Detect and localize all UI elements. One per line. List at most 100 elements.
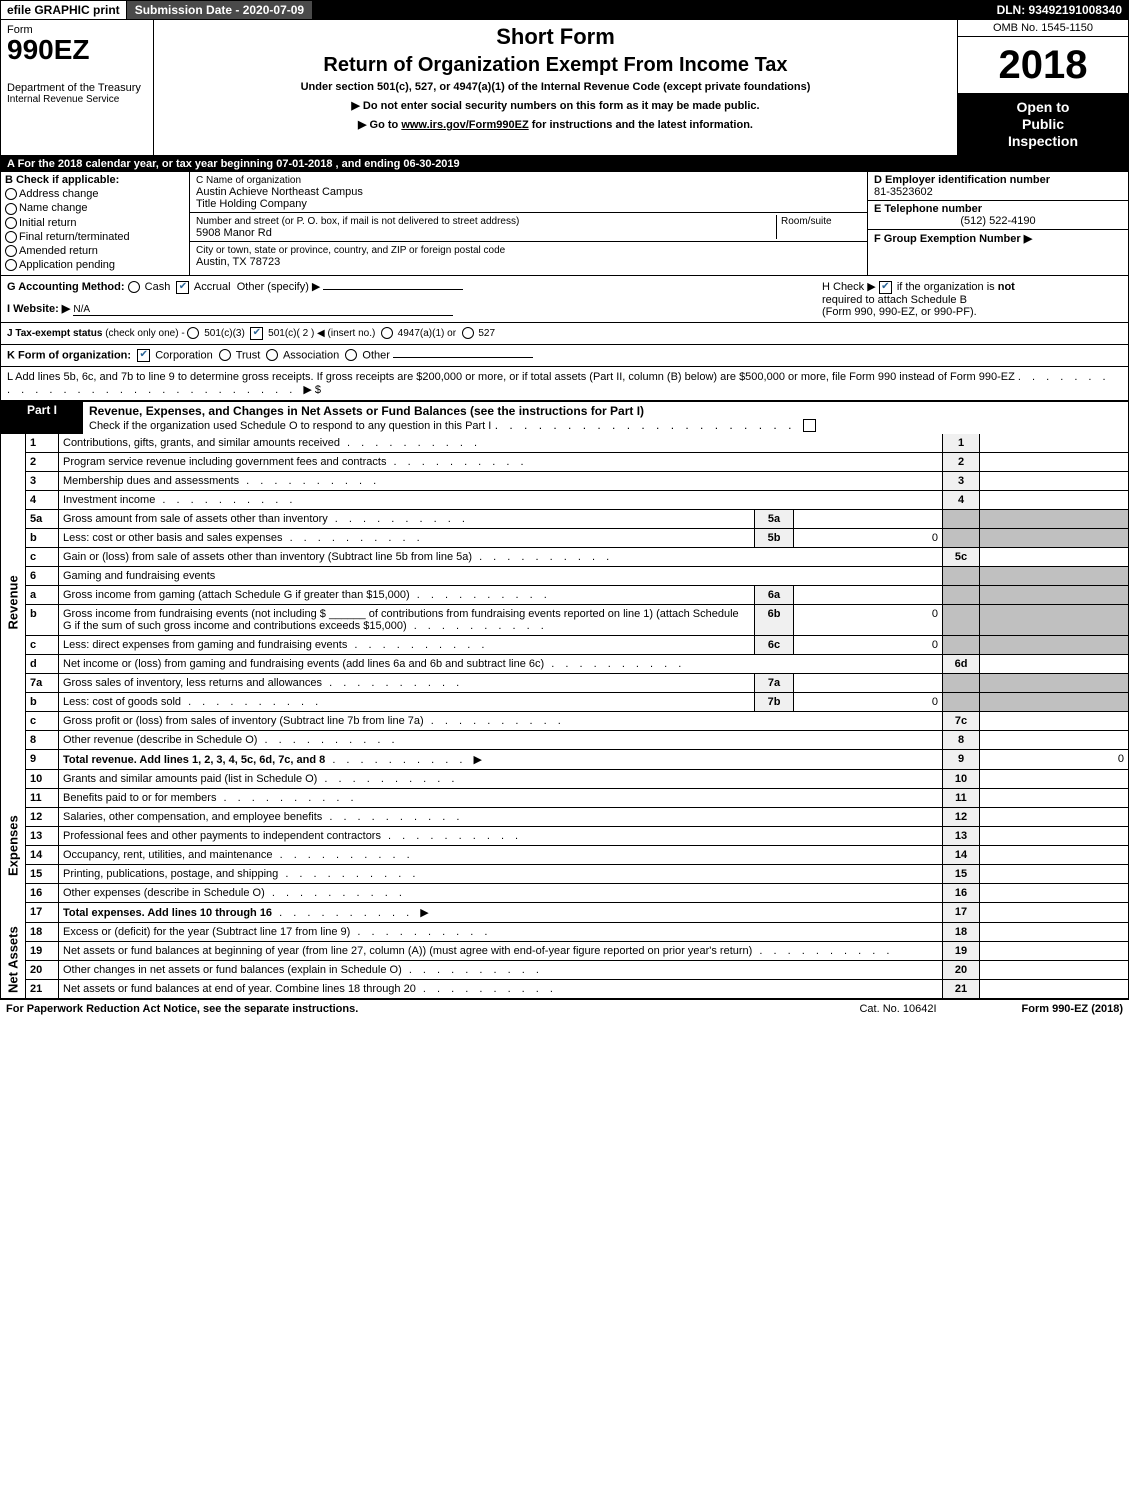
right-val [980, 807, 1129, 826]
line-desc: Less: cost of goods sold . . . . . . . .… [59, 692, 755, 711]
part1-label: Part I [27, 403, 57, 432]
line-desc: Other expenses (describe in Schedule O) … [59, 883, 943, 902]
g-cash: Cash [145, 281, 171, 293]
table-row: 21Net assets or fund balances at end of … [1, 979, 1129, 998]
sub-num: 6b [755, 604, 794, 635]
shade-cell [980, 566, 1129, 585]
line-number: 21 [26, 979, 59, 998]
k-assoc-radio[interactable] [266, 349, 278, 361]
l-text: L Add lines 5b, 6c, and 7b to line 9 to … [7, 371, 1015, 383]
table-row: 3Membership dues and assessments . . . .… [1, 471, 1129, 490]
g-other-line[interactable] [323, 289, 463, 290]
line-number: 17 [26, 902, 59, 922]
shade-cell [943, 635, 980, 654]
table-row: 14Occupancy, rent, utilities, and mainte… [1, 845, 1129, 864]
shade-cell [980, 692, 1129, 711]
line-number: b [26, 528, 59, 547]
i-label: I Website: ▶ [7, 303, 70, 315]
right-num: 18 [943, 922, 980, 941]
sub-val [794, 585, 943, 604]
line-number: 2 [26, 452, 59, 471]
room-label: Room/suite [781, 216, 832, 227]
g-cash-radio[interactable] [128, 281, 140, 293]
line-number: 15 [26, 864, 59, 883]
right-num: 6d [943, 654, 980, 673]
table-row: 5aGross amount from sale of assets other… [1, 509, 1129, 528]
j-o2-check[interactable] [250, 327, 263, 340]
line-desc: Excess or (deficit) for the year (Subtra… [59, 922, 943, 941]
org-name-l1: Austin Achieve Northeast Campus [196, 186, 363, 198]
side-label: Revenue [1, 434, 26, 770]
org-name-l2: Title Holding Company [196, 198, 307, 210]
sub-val [794, 673, 943, 692]
k-trust-radio[interactable] [219, 349, 231, 361]
tel-label: E Telephone number [874, 203, 982, 215]
line-j: J Tax-exempt status (check only one) - 5… [0, 323, 1129, 345]
irs-link[interactable]: www.irs.gov/Form990EZ [401, 119, 528, 131]
ein-label: D Employer identification number [874, 174, 1050, 186]
shade-cell [980, 673, 1129, 692]
right-val [980, 769, 1129, 788]
right-val [980, 788, 1129, 807]
table-row: 7aGross sales of inventory, less returns… [1, 673, 1129, 692]
g-accrual-check[interactable] [176, 281, 189, 294]
line-number: 6 [26, 566, 59, 585]
right-val [980, 883, 1129, 902]
right-num: 17 [943, 902, 980, 922]
shade-cell [943, 585, 980, 604]
right-num: 12 [943, 807, 980, 826]
opt-address-change[interactable]: Address change [5, 188, 185, 200]
efile-label[interactable]: efile GRAPHIC print [1, 1, 127, 19]
shade-cell [943, 604, 980, 635]
line-desc: Gross income from fundraising events (no… [59, 604, 755, 635]
omb-number: OMB No. 1545-1150 [958, 20, 1128, 37]
line-desc: Gross sales of inventory, less returns a… [59, 673, 755, 692]
line-number: 14 [26, 845, 59, 864]
table-row: 15Printing, publications, postage, and s… [1, 864, 1129, 883]
opt-final-return[interactable]: Final return/terminated [5, 231, 185, 243]
k-corp-check[interactable] [137, 349, 150, 362]
table-row: cGain or (loss) from sale of assets othe… [1, 547, 1129, 566]
opt-application-pending[interactable]: Application pending [5, 259, 185, 271]
ein-value: 81-3523602 [874, 186, 933, 198]
right-val [980, 452, 1129, 471]
city-block: City or town, state or province, country… [190, 242, 867, 270]
h-not: not [998, 281, 1015, 293]
opt-initial-return[interactable]: Initial return [5, 217, 185, 229]
j-o3: 4947(a)(1) or [398, 328, 456, 339]
line-number: 4 [26, 490, 59, 509]
line-number: 7a [26, 673, 59, 692]
goto-post: for instructions and the latest informat… [529, 119, 753, 131]
shade-cell [943, 673, 980, 692]
k-other-radio[interactable] [345, 349, 357, 361]
j-o3-radio[interactable] [381, 327, 393, 339]
form-header: Form 990EZ Department of the Treasury In… [0, 20, 1129, 156]
dept-treasury: Department of the Treasury [7, 82, 147, 94]
opt-amended-return[interactable]: Amended return [5, 245, 185, 257]
right-num: 15 [943, 864, 980, 883]
opt-name-change[interactable]: Name change [5, 202, 185, 214]
part1-check[interactable] [803, 419, 816, 432]
line-number: 16 [26, 883, 59, 902]
j-small: (check only one) - [105, 328, 184, 339]
table-row: 8Other revenue (describe in Schedule O) … [1, 730, 1129, 749]
j-o4-radio[interactable] [462, 327, 474, 339]
right-num: 11 [943, 788, 980, 807]
table-row: 2Program service revenue including gover… [1, 452, 1129, 471]
right-num: 2 [943, 452, 980, 471]
table-row: 13Professional fees and other payments t… [1, 826, 1129, 845]
addr-label: Number and street (or P. O. box, if mail… [196, 216, 519, 227]
line-desc: Program service revenue including govern… [59, 452, 943, 471]
right-val [980, 902, 1129, 922]
period-pre: A For the 2018 calendar year, or tax yea… [7, 158, 276, 170]
j-o1-radio[interactable] [187, 327, 199, 339]
l-arrow: ▶ $ [303, 384, 321, 396]
line-number: b [26, 604, 59, 635]
table-row: Expenses10Grants and similar amounts pai… [1, 769, 1129, 788]
sub-num: 7b [755, 692, 794, 711]
part1-label-box: Part I [1, 401, 83, 434]
h-l2: required to attach Schedule B [822, 294, 967, 306]
line-desc: Printing, publications, postage, and shi… [59, 864, 943, 883]
h-check[interactable] [879, 281, 892, 294]
k-other-line[interactable] [393, 357, 533, 358]
